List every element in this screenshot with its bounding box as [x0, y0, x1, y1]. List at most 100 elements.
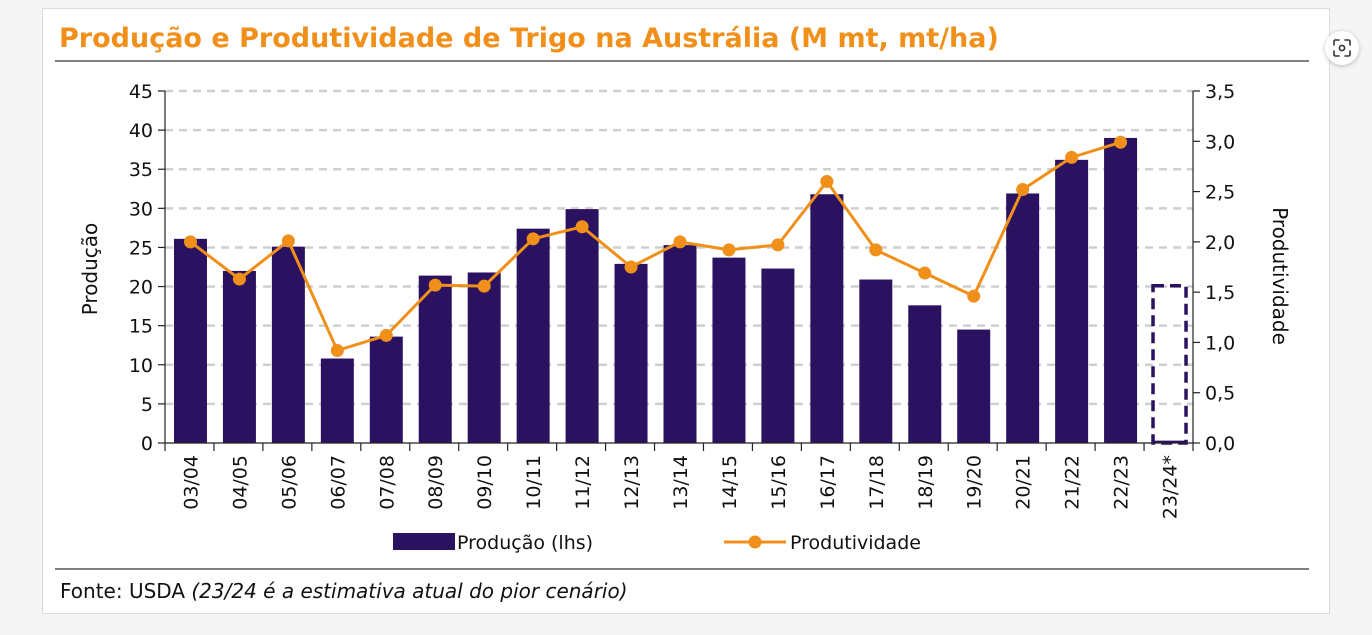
- legend-line-label: Produtividade: [790, 532, 921, 554]
- y2-tick-label: 0,5: [1205, 383, 1235, 405]
- productivity-point: [330, 343, 344, 357]
- x-tick-label: 13/14: [670, 455, 692, 510]
- bar: [418, 275, 452, 443]
- bar: [467, 272, 501, 443]
- legend: Produção (lhs) Produtividade: [393, 532, 921, 554]
- y2-tick-label: 3,5: [1205, 81, 1235, 103]
- axes: [158, 90, 1200, 451]
- y-tick-label: 20: [129, 277, 153, 299]
- x-tick-label: 07/08: [376, 455, 398, 510]
- productivity-point: [1065, 150, 1079, 164]
- productivity-point: [771, 238, 785, 252]
- x-tick-label: 23/24*: [1160, 455, 1182, 519]
- y2-axis-label: Produtividade: [1268, 207, 1292, 345]
- x-tick-label: 11/12: [572, 455, 594, 510]
- y-tick-label: 30: [129, 198, 153, 220]
- bar: [810, 194, 844, 443]
- line-series: [183, 135, 1128, 357]
- bar: [320, 358, 354, 443]
- productivity-point: [820, 175, 834, 189]
- productivity-point: [722, 243, 736, 257]
- bar-series: [173, 137, 1188, 445]
- bar: [663, 245, 697, 443]
- bar: [859, 279, 893, 443]
- legend-line-marker: [748, 535, 762, 549]
- x-tick-label: 15/16: [768, 455, 790, 510]
- bar: [908, 305, 942, 443]
- y-tick-label: 25: [129, 237, 153, 259]
- scan-button[interactable]: [1325, 31, 1359, 65]
- y-axis-label: Produção: [78, 223, 102, 316]
- source-note: (23/24 é a estimativa atual do pior cená…: [191, 579, 627, 603]
- bar: [1055, 159, 1089, 443]
- x-tick-label: 03/04: [180, 455, 202, 510]
- y2-tick-label: 2,5: [1205, 182, 1235, 204]
- productivity-line: [189, 140, 1122, 352]
- y2-tick-label: 3,0: [1205, 131, 1235, 153]
- bar: [761, 268, 795, 443]
- y2-tick-label: 1,5: [1205, 282, 1235, 304]
- x-tick-label: 22/23: [1111, 455, 1133, 510]
- x-tick-label: 12/13: [621, 455, 643, 510]
- bar: [614, 263, 648, 443]
- chart-title: Produção e Produtividade de Trigo na Aus…: [59, 23, 999, 54]
- x-tick-label: 08/09: [425, 455, 447, 510]
- y-tick-label: 5: [141, 394, 153, 416]
- x-tick-label: 04/05: [229, 455, 251, 510]
- bar: [173, 238, 207, 443]
- x-tick-label: 06/07: [327, 455, 349, 510]
- y-tick-label: 40: [129, 120, 153, 142]
- x-tick-label: 14/15: [719, 455, 741, 510]
- x-tick-label: 09/10: [474, 455, 496, 510]
- productivity-point: [183, 235, 197, 249]
- productivity-point: [673, 235, 687, 249]
- productivity-point: [1016, 183, 1030, 197]
- productivity-point: [379, 328, 393, 342]
- productivity-point: [575, 220, 589, 234]
- chart-card: Produção e Produtividade de Trigo na Aus…: [42, 8, 1359, 614]
- bar: [516, 228, 550, 443]
- y-tick-label: 45: [129, 81, 153, 103]
- y2-tick-label: 2,0: [1205, 232, 1235, 254]
- bar: [369, 336, 403, 443]
- legend-bar-swatch: [393, 533, 455, 550]
- estimate-box: [1151, 284, 1188, 445]
- x-tick-label: 20/21: [1013, 455, 1035, 510]
- bar: [957, 329, 991, 443]
- bar: [565, 209, 599, 443]
- bar: [1104, 137, 1138, 443]
- source-text: Fonte: USDA (23/24 é a estimativa atual …: [60, 579, 628, 603]
- chart-svg: Produção e Produtividade de Trigo na Aus…: [55, 23, 1309, 603]
- y2-tick-label: 1,0: [1205, 332, 1235, 354]
- tick-labels: 0 5 10 15 20 25 30 35 40 45 0,0 0,5 1,0 1,5 2,0 2,5 3,0 3…: [129, 81, 1235, 519]
- y-tick-label: 35: [129, 159, 153, 181]
- productivity-point: [526, 232, 540, 246]
- productivity-point: [477, 279, 491, 293]
- x-tick-label: 16/17: [817, 455, 839, 510]
- productivity-point: [1114, 135, 1128, 149]
- productivity-point: [918, 266, 932, 280]
- bar: [1006, 193, 1040, 443]
- source-label: Fonte: USDA: [60, 579, 185, 603]
- x-tick-label: 05/06: [278, 455, 300, 510]
- x-tick-label: 19/20: [964, 455, 986, 510]
- x-tick-label: 17/18: [866, 455, 888, 510]
- productivity-point: [869, 243, 883, 257]
- legend-bar-label: Produção (lhs): [457, 532, 593, 554]
- x-tick-label: 18/19: [915, 455, 937, 510]
- bar: [222, 270, 256, 443]
- productivity-point: [967, 289, 981, 303]
- x-tick-label: 21/22: [1062, 455, 1084, 510]
- scan-icon: [1333, 39, 1351, 57]
- y-tick-label: 0: [141, 433, 153, 455]
- bar: [712, 257, 746, 443]
- productivity-point: [281, 234, 295, 248]
- y-tick-label: 15: [129, 316, 153, 338]
- y-tick-label: 10: [129, 355, 153, 377]
- bar: [271, 246, 305, 443]
- productivity-point: [232, 272, 246, 286]
- y2-tick-label: 0,0: [1205, 433, 1235, 455]
- productivity-point: [624, 260, 638, 274]
- x-tick-label: 10/11: [523, 455, 545, 510]
- productivity-point: [428, 278, 442, 292]
